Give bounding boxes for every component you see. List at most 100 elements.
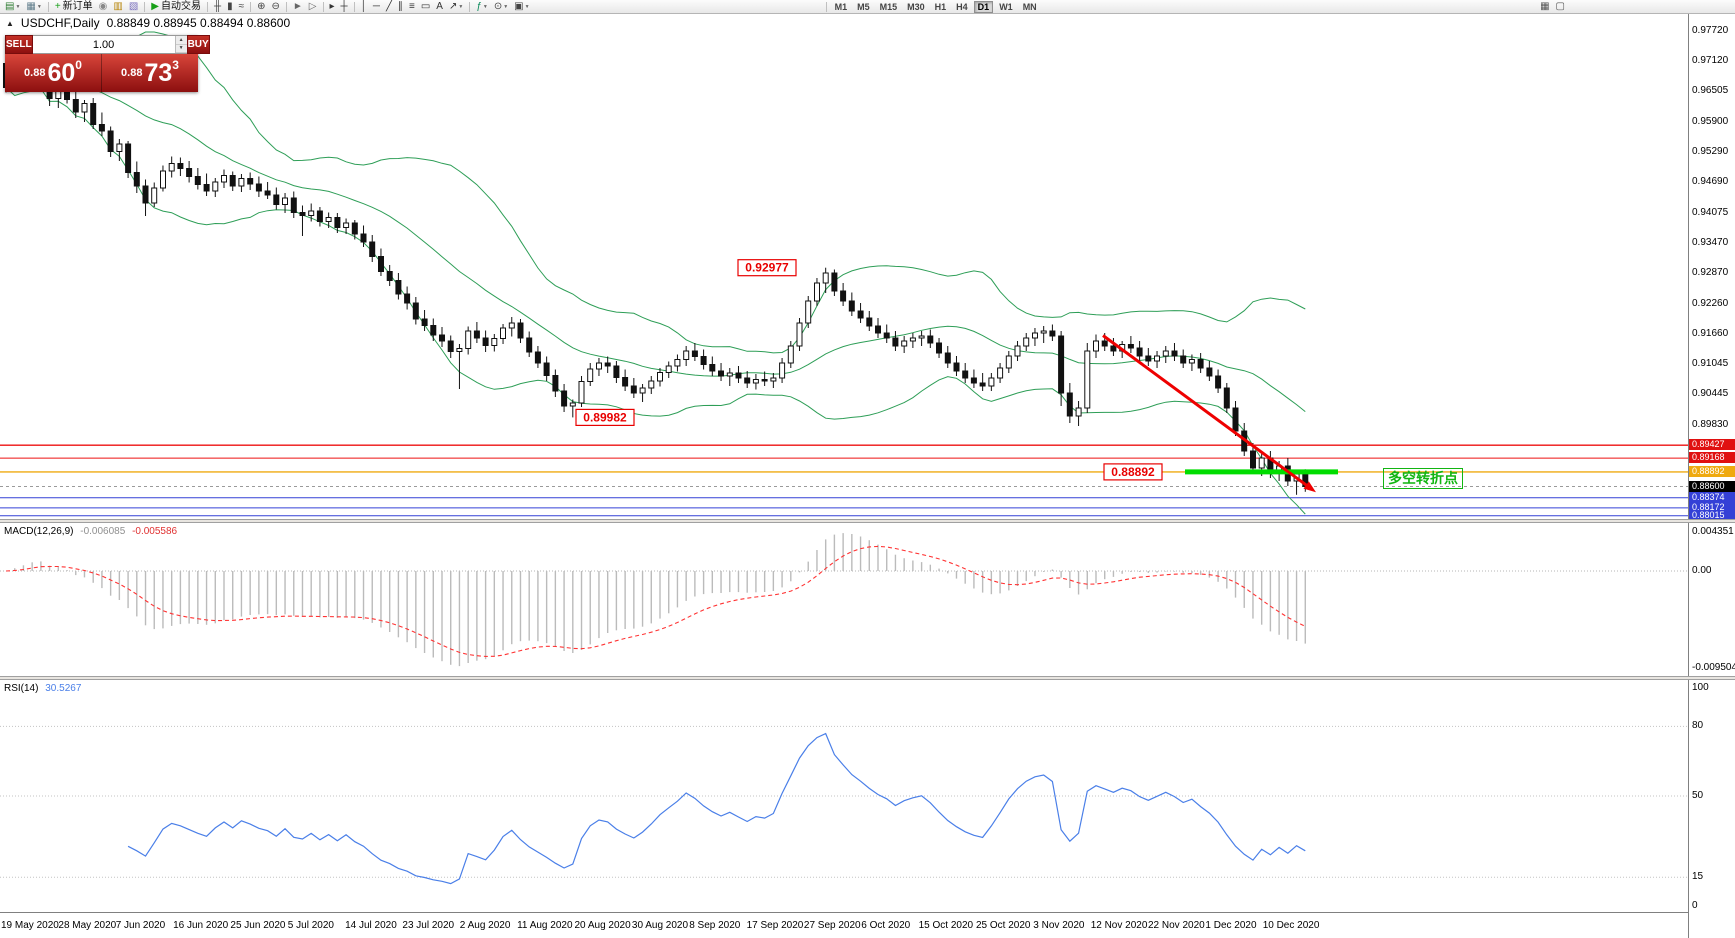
sell-price-frac: 0 — [75, 58, 82, 72]
cursor-icon[interactable]: ▸ — [328, 1, 337, 13]
templates-icon[interactable]: ▣ ▼ — [512, 1, 531, 13]
equidistant-channel-icon[interactable]: ∥ — [396, 1, 405, 13]
text-label-icon[interactable]: A — [434, 1, 445, 13]
price-tag[interactable]: 0.92977 — [737, 259, 797, 277]
timeframe-h4-button[interactable]: H4 — [956, 1, 968, 12]
market-watch-icon[interactable]: ◉ — [97, 1, 110, 13]
candle — [1058, 335, 1065, 394]
candle — [596, 362, 602, 370]
candle — [604, 362, 611, 367]
price-tag[interactable]: 0.89982 — [575, 408, 635, 426]
level-lines[interactable] — [0, 444, 1688, 517]
dropdown-caret-icon[interactable]: ▼ — [15, 3, 21, 10]
chart-shift-icon[interactable]: ▷ — [307, 1, 319, 13]
price-tick-label: 0.91660 — [1692, 327, 1729, 339]
timeframe-m15-button[interactable]: M15 — [879, 1, 898, 12]
auto-scroll-icon[interactable]: ► — [291, 1, 305, 13]
zoom-out-icon[interactable]: ⊖ — [270, 1, 282, 13]
panel-separator[interactable] — [0, 519, 1735, 523]
line-chart-icon[interactable]: ≈ — [237, 1, 247, 13]
candle — [534, 351, 541, 364]
date-label: 3 Nov 2020 — [1033, 920, 1085, 931]
dropdown-caret-icon[interactable]: ▼ — [458, 3, 464, 10]
price-tick-label: 0.91045 — [1692, 358, 1729, 370]
navigator-icon: ▥ — [113, 0, 123, 12]
candle — [814, 282, 820, 302]
timeframe-m1-button[interactable]: M1 — [834, 1, 848, 12]
timeframe-w1-button[interactable]: W1 — [999, 1, 1013, 12]
price-tick-label: 0.93470 — [1692, 237, 1729, 248]
autotrading-button[interactable]: ▶ 自动交易 — [149, 1, 203, 13]
macd-title: MACD(12,26,9) — [4, 526, 74, 537]
date-label: 25 Jun 2020 — [230, 920, 286, 931]
rsi-line — [127, 732, 1306, 885]
sell-button[interactable]: SELL — [5, 35, 33, 54]
vertical-line-icon[interactable]: │ — [359, 1, 369, 13]
volume-down-icon[interactable]: ▼ — [175, 44, 187, 53]
fullscreen-icon[interactable]: ▢ — [1554, 1, 1567, 13]
rsi-canvas[interactable] — [0, 680, 1688, 912]
candle — [508, 322, 515, 329]
candle — [988, 377, 995, 387]
candle — [840, 290, 847, 302]
panel-separator[interactable] — [0, 676, 1735, 680]
rsi-axis-label: 50 — [1692, 790, 1704, 801]
shapes-icon[interactable]: ▭ — [419, 1, 432, 13]
profiles-icon[interactable]: ▦ ▼ — [24, 1, 43, 13]
timeframe-m5-button[interactable]: M5 — [857, 1, 870, 12]
trendline-icon[interactable]: ╱ — [384, 1, 394, 13]
one-click-collapse-icon[interactable]: ▲ — [6, 18, 14, 28]
price-tick-label: 0.95290 — [1692, 146, 1729, 157]
candle — [744, 377, 751, 384]
fibonacci-icon[interactable]: ≡ — [407, 1, 417, 13]
candle — [1223, 387, 1230, 409]
new-chart-icon[interactable]: ▤ ▼ — [3, 1, 22, 13]
timeframe-d1-button[interactable]: D1 — [973, 0, 994, 13]
candlestick-chart-icon[interactable]: ▮ — [225, 1, 235, 13]
price-tag[interactable]: 0.88892 — [1103, 463, 1163, 481]
timeframe-m30-button[interactable]: M30 — [907, 1, 925, 12]
toolbar-separator — [353, 1, 355, 12]
trend-arrow[interactable] — [1102, 334, 1313, 490]
rsi-header: RSI(14) 30.5267 — [4, 683, 85, 694]
timeframe-h1-button[interactable]: H1 — [934, 1, 947, 12]
templates-icon: ▣ — [514, 0, 524, 12]
rsi-value: 30.5267 — [45, 683, 82, 694]
dropdown-caret-icon[interactable]: ▼ — [503, 3, 509, 10]
candle — [665, 365, 672, 373]
volume-up-icon[interactable]: ▲ — [175, 36, 187, 45]
volume-input[interactable] — [32, 36, 175, 53]
timeframe-mn-button[interactable]: MN — [1022, 1, 1037, 12]
navigator-icon[interactable]: ▥ — [111, 1, 124, 13]
annotation-note[interactable]: 多空转折点 — [1383, 468, 1463, 489]
auto-scroll-icon: ► — [292, 0, 303, 12]
dropdown-caret-icon[interactable]: ▼ — [482, 3, 488, 10]
terminal-icon[interactable]: ▧ — [127, 1, 140, 13]
periods-icon[interactable]: ⊙ ▼ — [492, 1, 510, 13]
candle — [927, 335, 934, 344]
shapes-icon: ▭ — [420, 0, 431, 12]
crosshair-icon[interactable]: ┼ — [339, 1, 350, 13]
window-tile-icon[interactable]: ▦ — [1538, 1, 1551, 13]
new-order-button[interactable]: + 新订单 — [53, 1, 95, 13]
autotrading-icon: ▶ — [151, 0, 159, 12]
buy-button[interactable]: BUY — [186, 35, 210, 54]
arrow-tool-icon[interactable]: ↗ ▼ — [447, 1, 465, 13]
price-tick-label: 0.92870 — [1692, 267, 1729, 278]
zoom-in-icon[interactable]: ⊕ — [255, 1, 267, 13]
horizontal-line-icon[interactable]: ─ — [371, 1, 382, 13]
candle — [1188, 359, 1195, 364]
candle — [404, 293, 411, 304]
macd-canvas[interactable] — [0, 523, 1688, 676]
candle — [805, 300, 812, 324]
date-axis[interactable]: 19 May 2020 28 May 2020 7 Jun 2020 16 Jun 2… — [0, 912, 1735, 938]
main-chart-canvas[interactable]: 0.92977 0.89982 0.88892 — [0, 14, 1688, 519]
dropdown-caret-icon[interactable]: ▼ — [36, 3, 42, 10]
candle — [517, 322, 524, 339]
dropdown-caret-icon[interactable]: ▼ — [524, 3, 530, 10]
buy-price-button[interactable]: 0.88 73 3 — [102, 54, 198, 92]
price-axis[interactable]: 0.97720 0.97120 0.96505 0.95900 0.95290 0.946… — [1688, 14, 1735, 938]
bar-chart-icon[interactable]: ╫ — [212, 1, 223, 13]
sell-price-button[interactable]: 0.88 60 0 — [5, 54, 102, 92]
indicators-icon[interactable]: ƒ ▼ — [474, 1, 490, 13]
